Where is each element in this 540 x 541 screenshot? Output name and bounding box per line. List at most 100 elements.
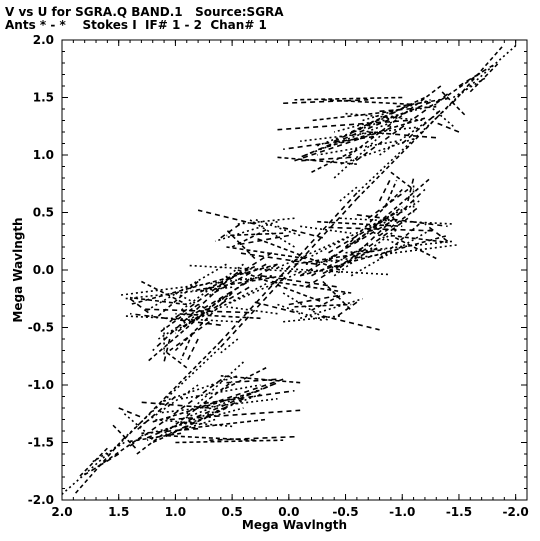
- uv-track-conjugate: [175, 312, 261, 320]
- uv-track: [316, 110, 409, 147]
- uv-track-conjugate: [141, 308, 250, 314]
- uv-track-conjugate: [180, 384, 273, 421]
- uv-track: [469, 62, 500, 93]
- uv-track: [220, 221, 244, 239]
- uv-track-conjugate: [140, 384, 199, 426]
- uv-track: [435, 71, 483, 104]
- uv-track-conjugate: [129, 432, 182, 443]
- uv-track: [157, 303, 199, 334]
- uv-track-conjugate: [345, 240, 454, 254]
- uv-track-conjugate: [317, 140, 397, 156]
- uv-track-conjugate: [226, 246, 306, 260]
- uv-track: [379, 105, 437, 113]
- uv-track-conjugate: [163, 338, 171, 363]
- uv-track-conjugate: [61, 439, 124, 495]
- uv-track-conjugate: [378, 177, 392, 202]
- uv-track-conjugate: [186, 264, 312, 274]
- uv-track-conjugate: [141, 427, 199, 435]
- uv-track-conjugate: [367, 188, 409, 219]
- uv-track: [339, 217, 454, 225]
- uv-track: [362, 99, 431, 122]
- uv-track-conjugate: [350, 93, 449, 165]
- uv-track-conjugate: [164, 434, 255, 441]
- uv-track-conjugate: [339, 186, 358, 202]
- x-tick-label: 1.0: [165, 505, 186, 519]
- uv-track-conjugate: [379, 206, 420, 237]
- uv-track: [124, 286, 233, 300]
- uv-track-conjugate: [180, 286, 250, 329]
- uv-track: [356, 214, 448, 228]
- chart-title-line-1: V vs U for SGRA.Q BAND.1 Source:SGRA: [5, 5, 284, 19]
- uv-track: [157, 292, 233, 340]
- uv-track: [260, 274, 340, 289]
- uv-track: [122, 346, 222, 440]
- uv-track-conjugate: [311, 292, 346, 311]
- uv-track-conjugate: [118, 274, 272, 297]
- uv-track-conjugate: [333, 103, 437, 133]
- uv-track-conjugate: [135, 395, 176, 432]
- uv-track: [112, 424, 137, 449]
- uv-track: [294, 303, 352, 308]
- y-tick-label: 1.0: [33, 148, 54, 162]
- uv-track: [390, 171, 415, 191]
- uv-track: [136, 380, 233, 455]
- uv-track-conjugate: [350, 188, 426, 260]
- uv-track: [401, 108, 443, 145]
- uv-track: [266, 266, 391, 276]
- y-tick-label: 0.5: [33, 206, 54, 220]
- uv-track: [390, 234, 448, 244]
- uv-track-conjugate: [226, 232, 284, 237]
- uv-track: [317, 220, 403, 228]
- uv-track: [129, 298, 154, 317]
- uv-track: [458, 64, 494, 87]
- uv-track: [169, 321, 210, 352]
- y-tick-label: -1.0: [28, 378, 54, 392]
- uv-track: [384, 179, 398, 208]
- uv-track-conjugate: [226, 271, 301, 306]
- uv-track-conjugate: [345, 85, 442, 160]
- uv-track-conjugate: [299, 297, 363, 320]
- x-tick-label: 0.0: [278, 505, 299, 519]
- uv-track: [118, 407, 142, 418]
- uv-track-conjugate: [254, 218, 301, 237]
- uv-tracks: [61, 45, 517, 495]
- uv-track: [277, 156, 357, 165]
- uv-track: [214, 220, 278, 243]
- uv-track: [141, 407, 244, 437]
- y-tick-label: 0.0: [33, 263, 54, 277]
- uv-track: [271, 280, 352, 294]
- uv-track-conjugate: [129, 263, 278, 306]
- uv-track-conjugate: [129, 296, 187, 306]
- uv-track: [300, 225, 352, 234]
- uv-track-conjugate: [283, 135, 375, 151]
- uv-track-conjugate: [146, 418, 216, 441]
- uv-track-conjugate: [84, 453, 120, 476]
- uv-track-conjugate: [294, 96, 403, 101]
- uv-track: [328, 226, 437, 232]
- uv-track: [220, 198, 358, 348]
- uv-track: [175, 439, 284, 444]
- uv-track-conjugate: [333, 301, 358, 319]
- chart-title-line-2: Ants * - * Stokes I IF# 1 - 2 Chan# 1: [5, 18, 267, 32]
- axis-ticks: 2.0 1.5 1.0 0.5 0.0 -0.5 -1.0 -1.5 -2.02.01.51.0…: [28, 33, 529, 519]
- uv-track: [237, 269, 324, 303]
- uv-track: [220, 338, 239, 354]
- uv-track: [356, 99, 455, 200]
- uv-track: [453, 45, 517, 101]
- uv-track-conjugate: [89, 441, 125, 464]
- uv-track: [146, 381, 278, 439]
- uv-track: [294, 131, 380, 162]
- uv-track: [345, 112, 425, 122]
- uv-track-conjugate: [78, 447, 108, 478]
- uv-track-conjugate: [220, 192, 358, 342]
- uv-track: [203, 389, 295, 405]
- uv-track: [379, 114, 437, 156]
- uv-track: [141, 280, 188, 306]
- uv-track: [322, 99, 414, 106]
- uv-track: [174, 278, 250, 334]
- uv-track: [379, 223, 420, 260]
- uv-track-conjugate: [197, 209, 255, 225]
- x-tick-label: -0.5: [332, 505, 358, 519]
- uv-track: [277, 303, 324, 322]
